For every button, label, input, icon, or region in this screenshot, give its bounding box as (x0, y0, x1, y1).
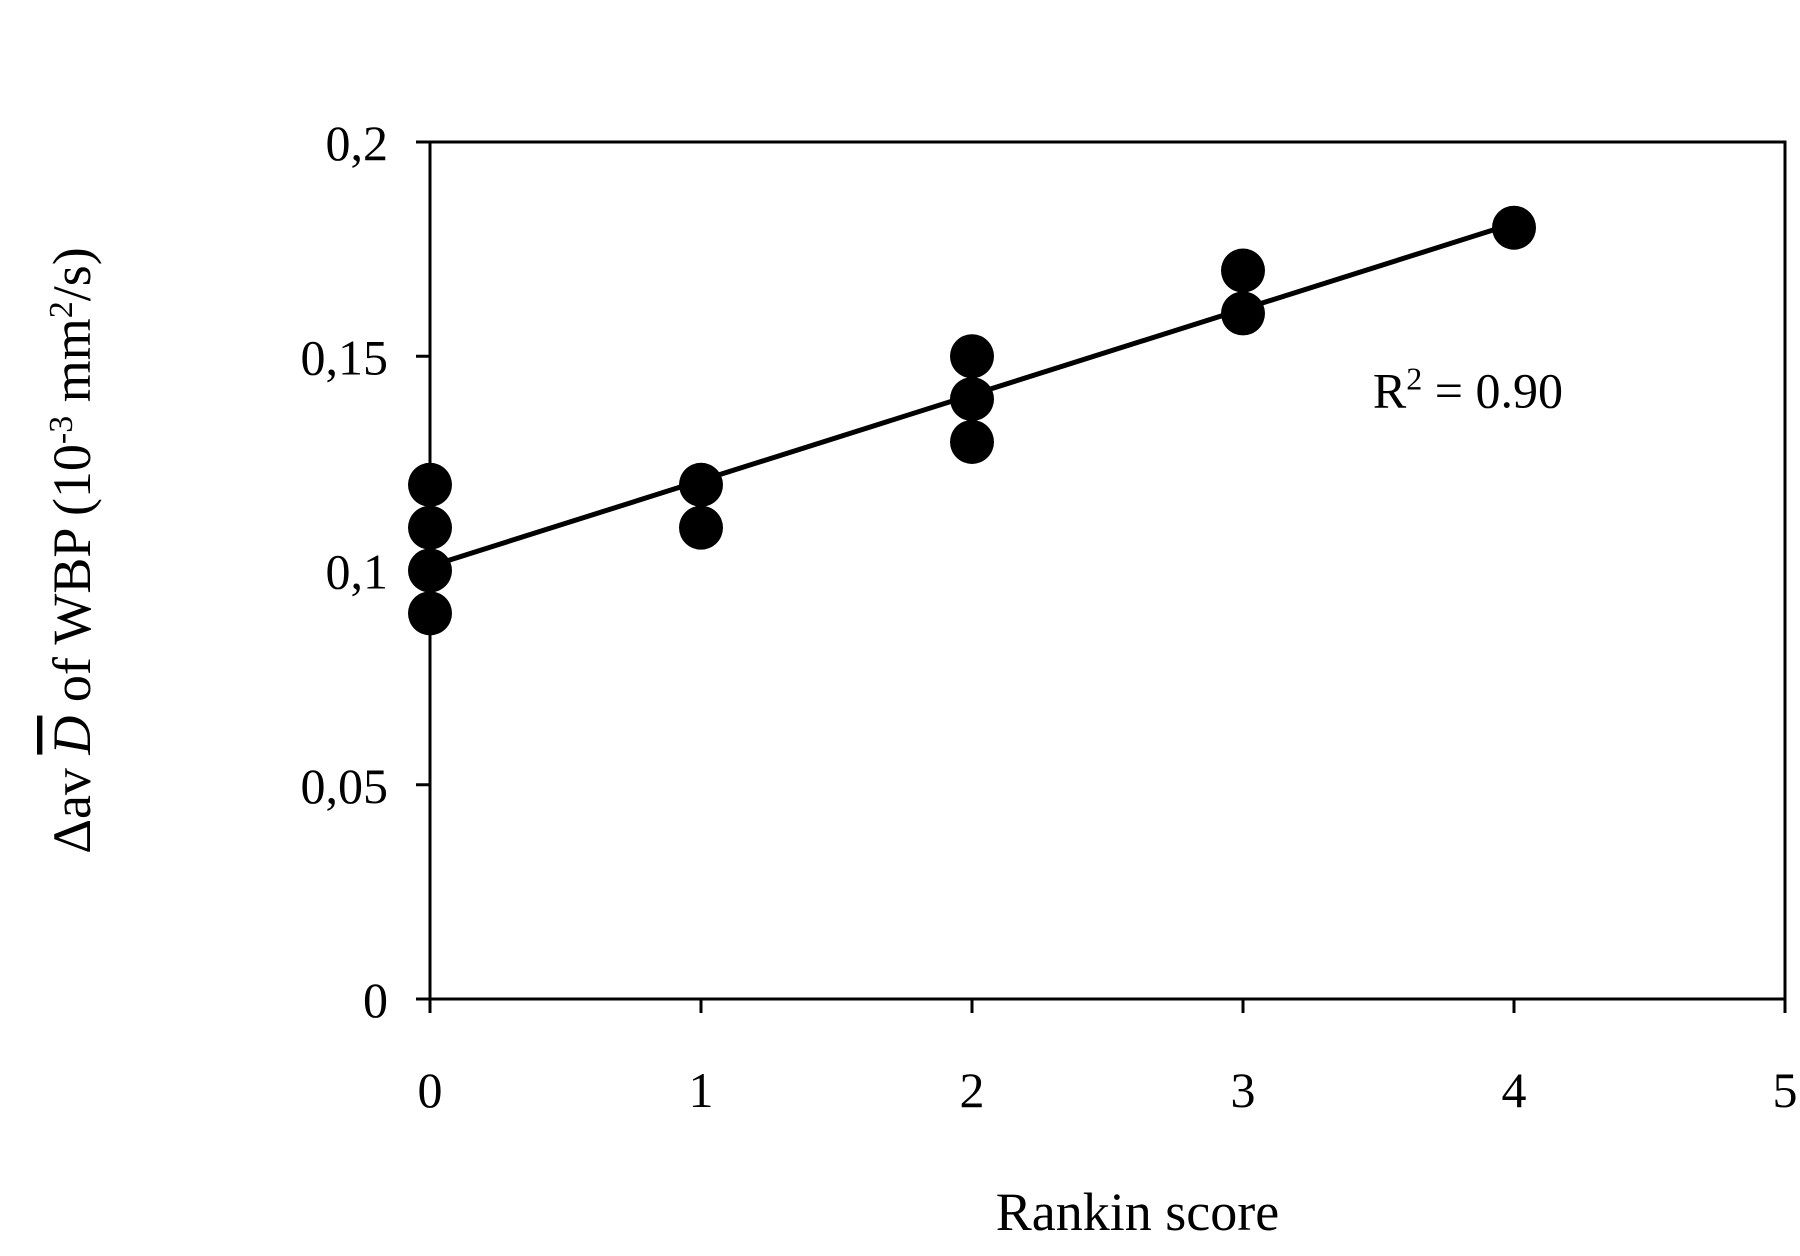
annotation-base: R (1373, 363, 1407, 419)
x-tick-label: 0 (418, 1062, 443, 1118)
x-tick-label: 1 (689, 1062, 714, 1118)
ylabel-prefix: Δav (42, 755, 102, 854)
data-point (679, 462, 723, 507)
ylabel-mid2: mm (42, 318, 102, 416)
y-tick-label: 0,2 (326, 115, 389, 171)
x-axis-ticks: 0 1 2 3 4 5 (418, 999, 1798, 1118)
y-tick-label: 0,1 (326, 544, 389, 600)
plot-border (428, 140, 1787, 1001)
data-point (1221, 291, 1265, 336)
data-point (950, 419, 994, 464)
ylabel-symbol: D (42, 716, 102, 756)
x-axis-title: Rankin score (996, 1182, 1279, 1242)
y-tick-label: 0 (363, 972, 388, 1028)
ylabel-mid: of WBP (10 (42, 444, 102, 716)
y-axis-title: Δav D of WBP (10-3 mm2/s) (42, 247, 102, 854)
data-point (408, 462, 452, 507)
y-tick-label: 0,15 (301, 329, 389, 385)
data-point (408, 505, 452, 550)
data-points (408, 205, 1536, 636)
x-tick-label: 5 (1773, 1062, 1798, 1118)
x-tick-label: 2 (960, 1062, 985, 1118)
data-point (950, 334, 994, 379)
ylabel-exp2: 2 (43, 301, 80, 318)
annotation-rest: = 0.90 (1422, 363, 1563, 419)
data-point (1492, 205, 1536, 250)
ylabel-suffix: /s) (42, 247, 102, 301)
y-tick-label: 0,05 (301, 758, 389, 814)
data-point (679, 505, 723, 550)
x-tick-label: 3 (1231, 1062, 1256, 1118)
data-point (950, 377, 994, 422)
data-point (408, 548, 452, 593)
data-point (408, 591, 452, 636)
annotation-exponent: 2 (1406, 361, 1422, 397)
x-tick-label: 4 (1502, 1062, 1527, 1118)
r-squared-annotation: R2 = 0.90 (1373, 361, 1563, 419)
data-point (1221, 248, 1265, 293)
ylabel-exp1: -3 (43, 416, 80, 444)
y-axis-ticks: 0 0,05 0,1 0,15 0,2 (301, 115, 430, 1028)
plot-frame (428, 140, 1787, 1001)
